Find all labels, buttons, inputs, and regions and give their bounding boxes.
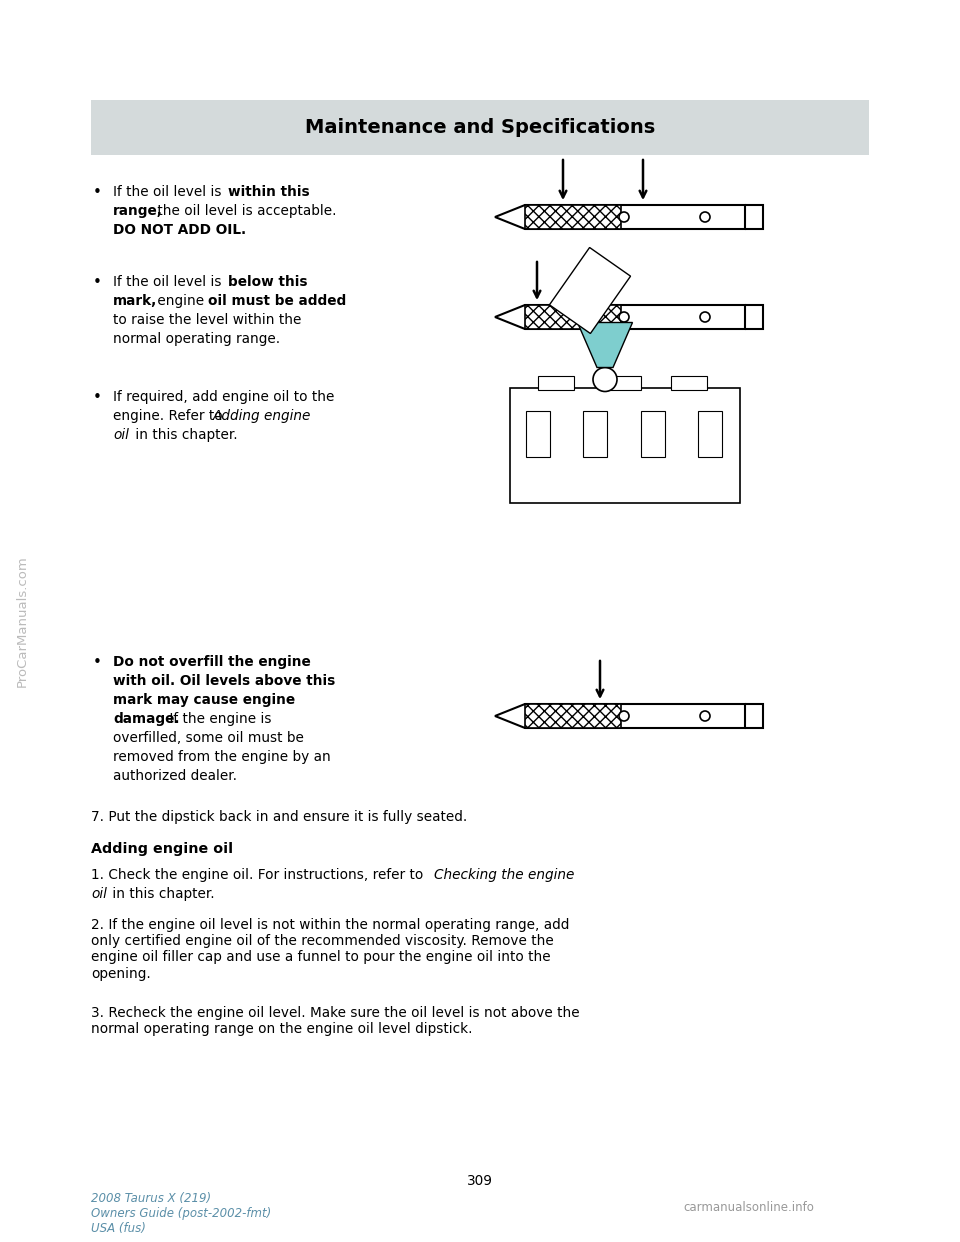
- Text: in this chapter.: in this chapter.: [108, 887, 215, 900]
- Text: 7. Put the dipstick back in and ensure it is fully seated.: 7. Put the dipstick back in and ensure i…: [91, 810, 468, 823]
- Circle shape: [619, 710, 629, 722]
- Text: engine. Refer to: engine. Refer to: [113, 409, 228, 424]
- Text: mark,: mark,: [113, 294, 157, 308]
- Polygon shape: [578, 323, 633, 368]
- Circle shape: [700, 212, 710, 222]
- Text: damage.: damage.: [113, 712, 180, 727]
- Text: overfilled, some oil must be: overfilled, some oil must be: [113, 732, 304, 745]
- Text: 2008 Taurus X (219): 2008 Taurus X (219): [91, 1192, 211, 1205]
- Bar: [525, 205, 621, 229]
- Bar: [91, 101, 869, 155]
- Text: •: •: [93, 390, 102, 405]
- Text: oil: oil: [91, 887, 108, 900]
- Circle shape: [619, 312, 629, 322]
- Text: removed from the engine by an: removed from the engine by an: [113, 750, 331, 764]
- Text: normal operating range.: normal operating range.: [113, 332, 280, 347]
- Text: in this chapter.: in this chapter.: [132, 428, 238, 442]
- Text: mark may cause engine: mark may cause engine: [113, 693, 296, 707]
- Text: engine: engine: [154, 294, 208, 308]
- Text: below this: below this: [228, 274, 308, 289]
- Text: with oil. Oil levels above this: with oil. Oil levels above this: [113, 674, 335, 688]
- Bar: [583, 411, 607, 457]
- Text: DO NOT ADD OIL.: DO NOT ADD OIL.: [113, 224, 247, 237]
- Bar: [671, 375, 708, 390]
- Text: Adding engine oil: Adding engine oil: [91, 842, 233, 856]
- Text: Maintenance and Specifications: Maintenance and Specifications: [305, 118, 655, 137]
- Polygon shape: [495, 205, 745, 229]
- Text: If required, add engine oil to the: If required, add engine oil to the: [113, 390, 335, 404]
- Text: to raise the level within the: to raise the level within the: [113, 313, 301, 327]
- Text: Do not overfill the engine: Do not overfill the engine: [113, 655, 311, 669]
- Bar: [640, 411, 664, 457]
- Bar: [525, 704, 621, 728]
- Text: •: •: [93, 274, 102, 289]
- Bar: [510, 388, 740, 503]
- Text: Checking the engine: Checking the engine: [434, 868, 575, 882]
- Text: 3. Recheck the engine oil level. Make sure the oil level is not above the
normal: 3. Recheck the engine oil level. Make su…: [91, 1006, 580, 1036]
- Bar: [526, 411, 549, 457]
- Bar: [549, 247, 631, 334]
- Text: ProCarManuals.com: ProCarManuals.com: [15, 555, 29, 687]
- Text: Adding engine: Adding engine: [213, 409, 312, 424]
- Text: oil must be added: oil must be added: [208, 294, 347, 308]
- Circle shape: [700, 710, 710, 722]
- Text: authorized dealer.: authorized dealer.: [113, 769, 237, 782]
- Circle shape: [593, 368, 617, 391]
- Text: the oil level is acceptable.: the oil level is acceptable.: [154, 204, 337, 219]
- Text: 2. If the engine oil level is not within the normal operating range, add
only ce: 2. If the engine oil level is not within…: [91, 918, 569, 981]
- Text: If the oil level is: If the oil level is: [113, 274, 226, 289]
- Bar: [605, 375, 640, 390]
- Text: oil: oil: [113, 428, 129, 442]
- Text: within this: within this: [228, 185, 310, 199]
- Circle shape: [619, 212, 629, 222]
- Text: If the oil level is: If the oil level is: [113, 185, 226, 199]
- Text: Owners Guide (post-2002-fmt): Owners Guide (post-2002-fmt): [91, 1207, 272, 1220]
- Bar: [538, 375, 574, 390]
- Text: If the engine is: If the engine is: [165, 712, 272, 727]
- Bar: [525, 306, 621, 329]
- Text: carmanualsonline.info: carmanualsonline.info: [684, 1201, 814, 1213]
- Text: •: •: [93, 185, 102, 200]
- Text: 1. Check the engine oil. For instructions, refer to: 1. Check the engine oil. For instruction…: [91, 868, 428, 882]
- Text: USA (fus): USA (fus): [91, 1222, 146, 1235]
- Polygon shape: [495, 704, 745, 728]
- Text: range,: range,: [113, 204, 163, 219]
- Bar: [698, 411, 722, 457]
- Text: 309: 309: [467, 1174, 493, 1189]
- Polygon shape: [495, 306, 745, 329]
- Circle shape: [700, 312, 710, 322]
- Text: •: •: [93, 655, 102, 669]
